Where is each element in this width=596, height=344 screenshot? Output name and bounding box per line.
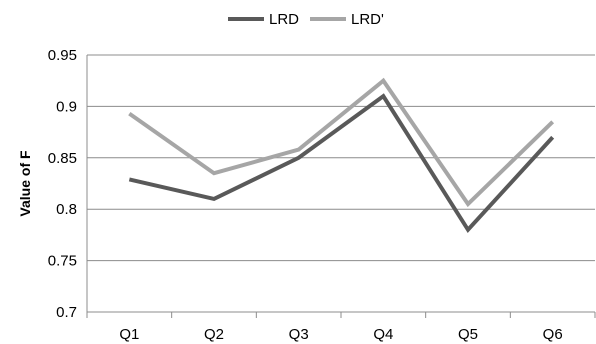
y-axis-ticks: 0.7 0.75 0.8 0.85 0.9 0.95	[48, 47, 77, 321]
legend-label: LRD	[269, 11, 299, 28]
x-tick-label: Q4	[373, 326, 393, 343]
x-tick-label: Q6	[543, 326, 563, 343]
x-tick-label: Q3	[289, 326, 309, 343]
y-axis-title: Value of F	[17, 150, 33, 217]
y-tick-label: 0.95	[48, 47, 77, 64]
legend: LRD LRD'	[228, 11, 384, 28]
y-tick-label: 0.8	[56, 201, 77, 218]
x-tick-label: Q1	[119, 326, 139, 343]
series-line-lrd	[128, 93, 555, 234]
x-tick-label: Q2	[204, 326, 224, 343]
x-axis: Q1 Q2 Q3 Q4 Q5 Q6	[86, 55, 596, 343]
y-tick-label: 0.85	[48, 150, 77, 167]
gridlines	[87, 54, 595, 313]
series-lines	[128, 77, 555, 234]
x-tick-label: Q5	[458, 326, 478, 343]
y-tick-label: 0.9	[56, 98, 77, 115]
series-line-lrd	[128, 77, 555, 208]
y-tick-label: 0.75	[48, 253, 77, 270]
y-tick-label: 0.7	[56, 304, 77, 321]
legend-label: LRD'	[351, 11, 384, 28]
